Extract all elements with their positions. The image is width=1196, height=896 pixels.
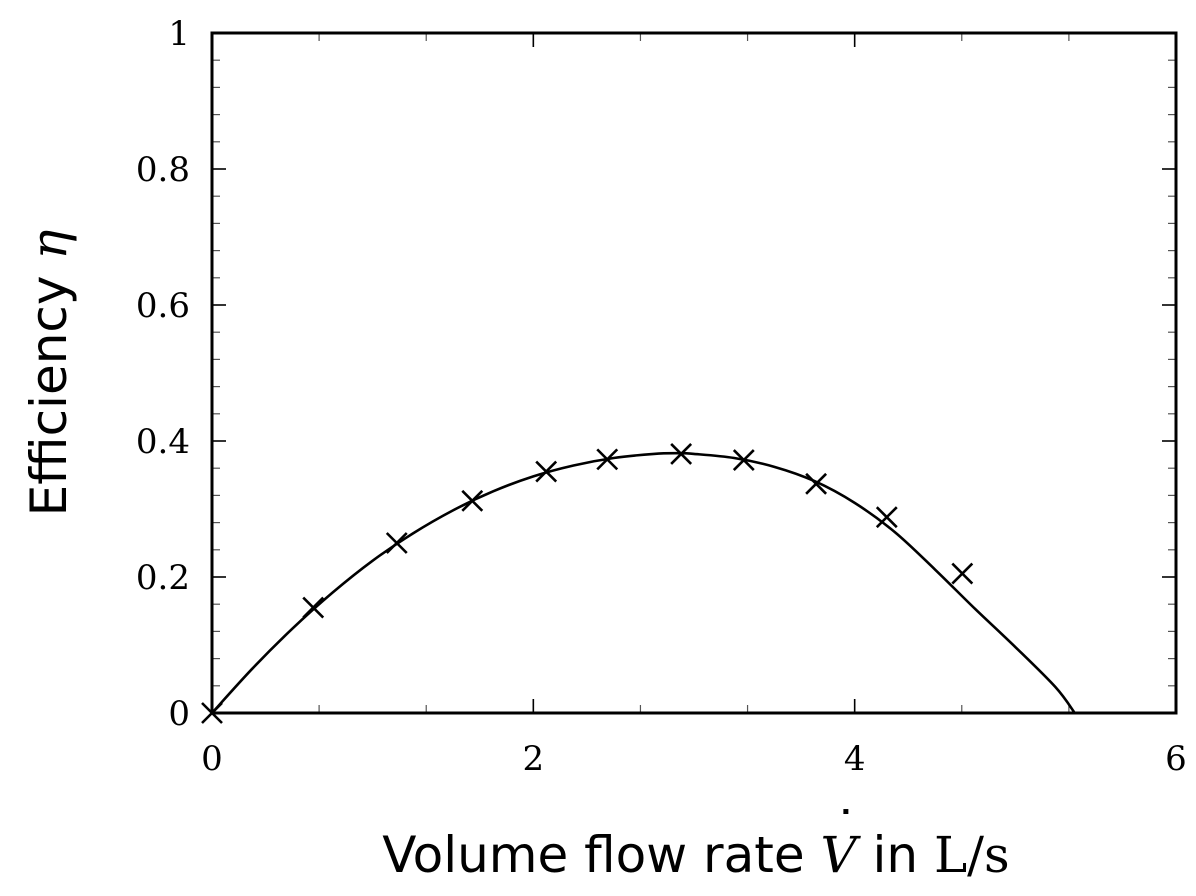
x-axis-title-unit: L/s bbox=[934, 826, 1010, 884]
x-tick-label: 6 bbox=[1165, 739, 1187, 779]
data-point-marker bbox=[670, 443, 693, 465]
data-point-marker bbox=[535, 460, 558, 483]
x-axis-title: Volume flow rate V in L/s bbox=[382, 826, 1009, 884]
curve-layer bbox=[211, 451, 1076, 714]
markers-layer bbox=[201, 443, 974, 724]
data-point-marker bbox=[951, 562, 974, 585]
marker-stroke bbox=[805, 472, 828, 495]
x-axis-title-text: Volume flow rate bbox=[382, 826, 820, 884]
data-point-marker bbox=[732, 449, 755, 471]
marker-stroke bbox=[385, 532, 408, 554]
x-axis-symbol-accent: ˙ bbox=[833, 801, 858, 859]
y-axis-title: Efficiency η bbox=[20, 230, 78, 517]
data-point-marker bbox=[302, 596, 325, 619]
data-point-marker bbox=[805, 472, 828, 495]
x-tick-label: 4 bbox=[844, 739, 866, 779]
x-axis-title-symbol: V bbox=[820, 826, 861, 884]
y-tick-label: 0 bbox=[168, 694, 190, 734]
y-tick-label: 0.4 bbox=[136, 422, 190, 462]
data-point-marker bbox=[875, 506, 898, 529]
plot-frame bbox=[210, 31, 1178, 715]
x-tick-label: 2 bbox=[523, 739, 545, 779]
y-tick-label: 0.6 bbox=[136, 286, 190, 326]
data-point-marker bbox=[385, 532, 408, 554]
marker-stroke bbox=[875, 506, 898, 529]
marker-stroke bbox=[302, 596, 325, 619]
marker-stroke bbox=[596, 448, 619, 471]
y-tick-label: 0.2 bbox=[136, 558, 190, 598]
ticks-layer bbox=[211, 32, 1177, 714]
x-axis-title-joiner: in bbox=[857, 826, 934, 884]
marker-stroke bbox=[670, 443, 693, 465]
marker-stroke bbox=[461, 489, 484, 512]
y-tick-label: 0.8 bbox=[136, 150, 190, 190]
marker-stroke bbox=[732, 449, 755, 471]
data-point-marker bbox=[596, 448, 619, 471]
y-tick-label: 1 bbox=[168, 14, 190, 54]
marker-stroke bbox=[535, 460, 558, 483]
y-axis-title-text: Efficiency bbox=[20, 260, 78, 517]
fit-curve bbox=[211, 451, 1076, 714]
tick-labels-layer: 0 2 4 6 0 0.2 0.4 0.6 0.8 1 bbox=[136, 14, 1187, 779]
data-point-marker bbox=[461, 489, 484, 512]
marker-stroke bbox=[951, 562, 974, 585]
x-tick-label: 0 bbox=[201, 739, 223, 779]
y-axis-title-symbol: η bbox=[20, 230, 78, 260]
